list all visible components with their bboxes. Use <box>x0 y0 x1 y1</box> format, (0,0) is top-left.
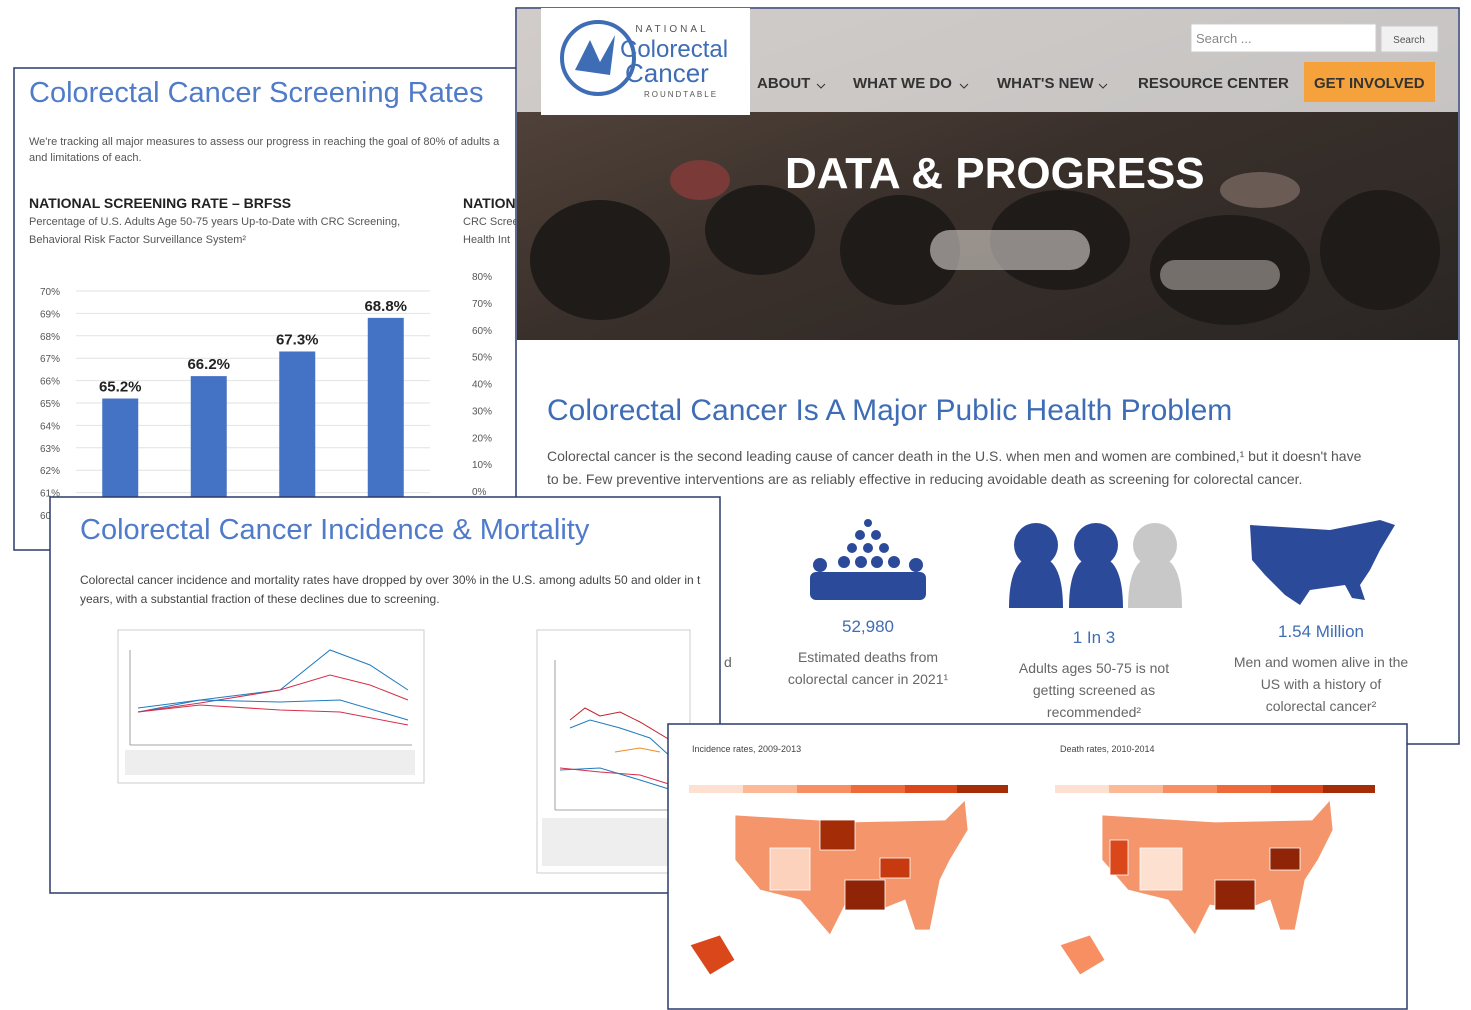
paragraph-line: to be. Few preventive interventions are … <box>547 471 1302 487</box>
map-title: Incidence rates, 2009-2013 <box>692 744 801 754</box>
chart-title: NATIONAL SCREENING RATE – BRFSS <box>29 195 291 211</box>
stat-text: Men and women alive in the <box>1234 654 1409 670</box>
incidence-panel: Colorectal Cancer Incidence & Mortality … <box>50 497 720 893</box>
chart-subtitle: Health Int <box>463 234 510 246</box>
stat-value: 1 In 3 <box>1073 628 1116 647</box>
intro-line: We're tracking all major measures to ass… <box>29 136 500 148</box>
text-line: years, with a substantial fraction of th… <box>80 592 440 606</box>
stat-text: Estimated deaths from <box>798 649 938 665</box>
maps-panel: Incidence rates, 2009-2013 Death rates, … <box>668 724 1407 1009</box>
panel-title: Colorectal Cancer Screening Rates <box>29 77 484 109</box>
cta-label[interactable]: GET INVOLVED <box>1314 75 1425 92</box>
intro-line: and limitations of each. <box>29 152 142 164</box>
value-label: 68.8% <box>364 298 407 315</box>
y-tick-label: 80% <box>472 272 492 283</box>
nav-item[interactable]: RESOURCE CENTER <box>1138 75 1289 92</box>
y-tick-label: 66% <box>40 377 60 388</box>
y-tick-label: 63% <box>40 444 60 455</box>
bar <box>191 376 227 515</box>
y-tick-label: 62% <box>40 466 60 477</box>
logo-text: Cancer <box>625 58 709 88</box>
y-tick-label: 20% <box>472 433 492 444</box>
nav-item[interactable]: ABOUT <box>757 75 810 92</box>
y-tick-label: 69% <box>40 309 60 320</box>
logo-text: NATIONAL <box>635 24 708 35</box>
map-title: Death rates, 2010-2014 <box>1060 744 1155 754</box>
y-tick-label: 60% <box>472 326 492 337</box>
y-tick-label: 65% <box>40 399 60 410</box>
collage: Colorectal Cancer Screening Rates We're … <box>0 0 1471 1010</box>
stat-text: getting screened as <box>1033 682 1155 698</box>
y-tick-label: 68% <box>40 332 60 343</box>
paragraph-line: Colorectal cancer is the second leading … <box>547 448 1362 464</box>
search-button-label[interactable]: Search <box>1393 35 1425 46</box>
y-tick-label: 30% <box>472 406 492 417</box>
hero-title: DATA & PROGRESS <box>785 149 1205 198</box>
people-icon <box>1009 523 1182 608</box>
chart-subtitle: CRC Scree <box>463 216 519 228</box>
nav-item[interactable]: WHAT WE DO <box>853 75 952 92</box>
figure-thumbnail <box>118 630 424 783</box>
bar <box>279 351 315 515</box>
stat-text: Adults ages 50-75 is not <box>1019 660 1169 676</box>
y-tick-label: 40% <box>472 380 492 391</box>
logo-text: ROUNDTABLE <box>644 90 718 99</box>
bar <box>368 318 404 515</box>
y-tick-label: 67% <box>40 354 60 365</box>
y-tick-label: 50% <box>472 353 492 364</box>
chart-subtitle: Percentage of U.S. Adults Age 50-75 year… <box>29 216 400 228</box>
y-tick-label: 70% <box>472 299 492 310</box>
figure-thumbnail <box>537 630 690 873</box>
y-tick-label: 64% <box>40 421 60 432</box>
y-tick-label: 70% <box>40 287 60 298</box>
y-tick-label: 10% <box>472 460 492 471</box>
panel-title: Colorectal Cancer Incidence & Mortality <box>80 514 590 546</box>
stat-text: colorectal cancer in 2021¹ <box>788 671 949 687</box>
stat-value: 1.54 Million <box>1278 622 1364 641</box>
stat-text: US with a history of <box>1261 676 1382 692</box>
stat-text: recommended² <box>1047 704 1141 720</box>
stat-text: colorectal cancer² <box>1266 698 1377 714</box>
stat-value: 52,980 <box>842 617 894 636</box>
text-line: Colorectal cancer incidence and mortalit… <box>80 573 701 587</box>
value-label: 66.2% <box>187 356 230 373</box>
search-placeholder: Search ... <box>1196 31 1252 46</box>
nav-item[interactable]: WHAT'S NEW <box>997 75 1094 92</box>
chart-subtitle: Behavioral Risk Factor Surveillance Syst… <box>29 234 246 246</box>
value-label: 67.3% <box>276 331 319 348</box>
value-label: 65.2% <box>99 379 142 396</box>
partial-text: d <box>724 654 732 670</box>
screening-panel: Colorectal Cancer Screening Rates We're … <box>14 68 534 550</box>
chart-title: NATION <box>463 195 516 211</box>
section-heading: Colorectal Cancer Is A Major Public Heal… <box>547 394 1232 427</box>
